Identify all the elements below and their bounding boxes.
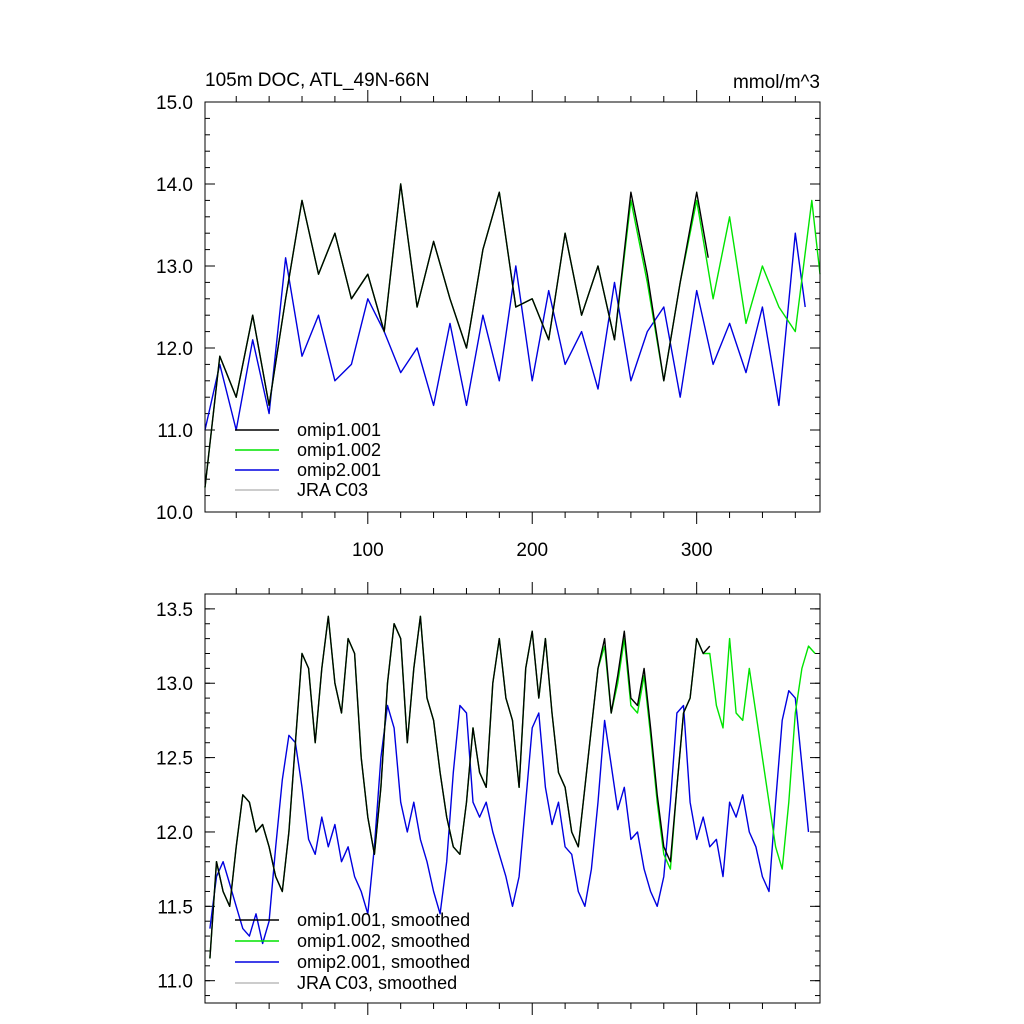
y-tick-label: 11.0 — [157, 972, 193, 993]
units-label: mmol/m^3 — [733, 72, 820, 93]
y-tick-label: 11.5 — [157, 897, 193, 918]
series-line-omip2-001 — [204, 232, 806, 431]
y-tick-label: 12.0 — [156, 823, 193, 844]
plot-title: 105m DOC, ATL_49N-66N — [205, 70, 430, 91]
top-panel-frame — [204, 101, 821, 513]
series-line-omip1-001 — [204, 183, 709, 488]
bottom-panel-frame — [204, 593, 821, 1004]
top-panel-ticks: 10.0 11.0 12.0 13.0 14.0 15.0 100 200 300 — [156, 90, 820, 561]
series-line-omip2-001 — [209, 690, 810, 945]
legend-label: omip2.001, smoothed — [297, 952, 470, 972]
top-panel-series — [204, 183, 821, 488]
legend-label: omip1.001 — [297, 420, 381, 440]
legend-label: omip1.002, smoothed — [297, 931, 470, 951]
y-tick-label: 15.0 — [156, 93, 193, 114]
legend-label: JRA C03 — [297, 480, 368, 500]
legend-label: omip2.001 — [297, 460, 381, 480]
bottom-panel-series — [209, 615, 816, 959]
bottom-panel-ticks: 11.0 11.5 12.0 12.5 13.0 13.5 — [156, 582, 820, 1015]
x-tick-label: 100 — [352, 540, 384, 561]
top-panel: 105m DOC, ATL_49N-66N mmol/m^3 10.011.01… — [156, 70, 821, 561]
y-tick-label: 14.0 — [156, 175, 193, 196]
y-tick-label: 11.0 — [157, 421, 193, 442]
series-line-omip1-001 — [209, 615, 711, 959]
legend-label: JRA C03, smoothed — [297, 973, 457, 993]
y-tick-label: 10.0 — [156, 503, 193, 524]
y-tick-label: 12.0 — [156, 339, 193, 360]
x-tick-label: 200 — [516, 540, 548, 561]
legend-label: omip1.001, smoothed — [297, 910, 470, 930]
y-tick-label: 13.0 — [156, 257, 193, 278]
legend-label: omip1.002 — [297, 440, 381, 460]
y-tick-label: 13.5 — [156, 600, 193, 621]
y-tick-label: 12.5 — [156, 749, 193, 770]
bottom-panel: 11.0 11.5 12.0 12.5 13.0 13.5 omip1.001, smoo… — [156, 582, 821, 1015]
y-tick-label: 13.0 — [156, 674, 193, 695]
x-tick-label: 300 — [681, 540, 713, 561]
